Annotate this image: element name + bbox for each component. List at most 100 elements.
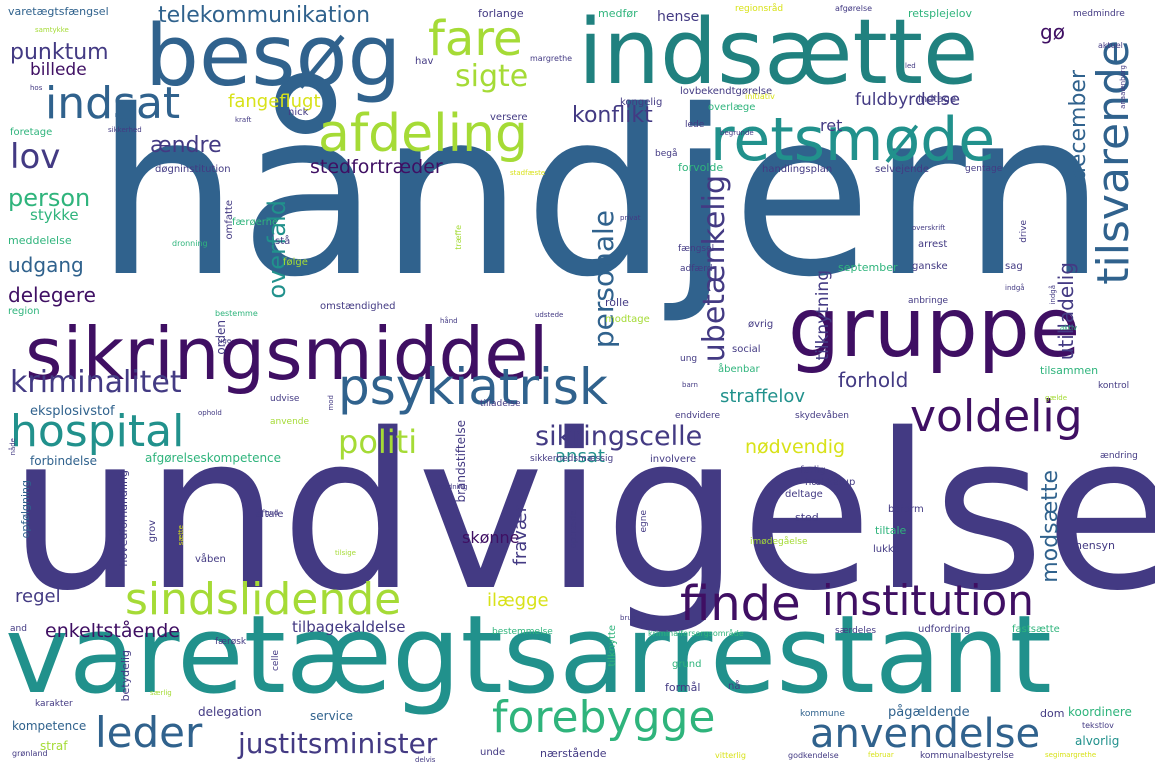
- word-finde: finde: [680, 576, 801, 632]
- word-indsat: indsat: [45, 78, 181, 129]
- word-arrest: arrest: [918, 239, 948, 250]
- word-service: service: [310, 709, 353, 723]
- word-initiativ: initiativ: [745, 92, 775, 101]
- word-overskrift: overskrift: [912, 224, 946, 232]
- word-tilsammen: tilsammen: [1040, 364, 1099, 377]
- word-anvendelse: anvendelse: [810, 711, 1041, 757]
- word-modtage: modtage: [605, 314, 650, 325]
- word-politi: politi: [338, 423, 418, 461]
- word-afgorelseskompetence: afgørelseskompetence: [145, 451, 282, 465]
- word-afdeling: afdeling: [318, 104, 529, 164]
- word-psykiatrisk: psykiatrisk: [338, 358, 608, 416]
- word-tilladelse: tilladelse: [480, 399, 521, 409]
- word-brug: brug: [620, 614, 637, 622]
- word-retsmode: retsmøde: [710, 105, 996, 175]
- word-adfaerd: adfærd: [680, 264, 713, 274]
- word-tilsige: tilsige: [335, 549, 356, 557]
- word-kontrol: kontrol: [1098, 381, 1130, 391]
- word-optraede: optræde: [569, 510, 579, 549]
- word-februar: februar: [868, 751, 894, 759]
- word-ganske: ganske: [912, 261, 948, 272]
- word-hense: hense: [657, 9, 700, 25]
- word-december: december: [1066, 70, 1091, 182]
- word-karakter: karakter: [35, 699, 73, 709]
- word-formaal: formål: [665, 681, 701, 694]
- word-tilsvarende: tilsvarende: [1088, 40, 1139, 285]
- word-forlange: forlange: [478, 7, 524, 20]
- word-haekkerup: hækkerup: [805, 477, 856, 488]
- word-regel: regel: [15, 586, 61, 607]
- word-boform: boform: [888, 504, 924, 515]
- word-margrethe: margrethe: [530, 54, 573, 63]
- word-haand: hånd: [440, 317, 458, 325]
- word-stadfaeste: stadfæste: [510, 169, 546, 177]
- word-fravaer: fravær: [510, 505, 531, 566]
- word-gud: gud: [265, 509, 279, 517]
- word-meddelelse: meddelelse: [8, 234, 72, 247]
- word-unde: unde: [480, 747, 506, 758]
- word-aendre: ændre: [150, 133, 222, 158]
- word-anordning: anordning: [432, 483, 468, 491]
- word-betydelig: betydelig: [119, 650, 132, 702]
- word-overlaege: overlæge: [708, 102, 756, 113]
- word-staa: stå: [275, 236, 291, 247]
- word-udgang: udgang: [8, 253, 84, 277]
- word-handlingsplan: handlingsplan: [762, 164, 833, 175]
- word-undvigelse: undvigelse: [8, 387, 1155, 638]
- word-sikkerhedsmaessig: sikkerhedsmæssig: [530, 454, 614, 464]
- word-lov: lov: [10, 137, 61, 177]
- word-opfolgning: opfølgning: [19, 480, 32, 539]
- word-samtykke: samtykke: [35, 26, 69, 34]
- word-ansat: ansat: [555, 446, 605, 467]
- word-leder: leder: [95, 708, 203, 757]
- word-rolle: rolle: [605, 296, 629, 309]
- word-celle: celle: [271, 650, 281, 672]
- word-nodvendig: nødvendig: [745, 436, 846, 458]
- word-aktuel: aktuel: [1098, 41, 1123, 50]
- word-skonne: skønne: [462, 528, 520, 547]
- word-bestemme: bestemme: [215, 309, 258, 318]
- word-imodegaaelse: imødegåelse: [750, 537, 808, 547]
- word-tekstlov: tekstlov: [1082, 721, 1114, 730]
- word-anbringe: anbringe: [908, 296, 949, 306]
- word-mod: mod: [327, 395, 335, 411]
- word-institution: institution: [822, 576, 1034, 625]
- word-omstaendighed: omstændighed: [320, 301, 396, 312]
- word-kommunalbestyrelse: kommunalbestyrelse: [920, 751, 1014, 761]
- word-voldelig: voldelig: [910, 391, 1083, 442]
- word-forbindelse: forbindelse: [30, 454, 98, 468]
- word-billede: billede: [30, 60, 87, 80]
- word-ophold: ophold: [198, 409, 222, 417]
- word-medfor: medfør: [598, 7, 638, 20]
- word-lovbekendtgorelse: lovbekendtgørelse: [680, 86, 773, 97]
- word-delegere: delegere: [8, 283, 96, 307]
- word-tilknytte: tilknytte: [607, 625, 618, 667]
- word-saerlig: særlig: [150, 689, 172, 697]
- word-kriminalforsorgsomraade: kriminalforsorgsområde: [648, 629, 744, 638]
- word-anaaienborg: anaaienborg: [1119, 65, 1127, 109]
- word-delvis: delvis: [415, 756, 436, 764]
- word-uge: uge: [218, 337, 232, 345]
- word-alvorlig: alvorlig: [1075, 734, 1120, 748]
- word-gronland: grønland: [12, 749, 48, 758]
- word-saette: sætte: [177, 525, 185, 546]
- word-punktum: punktum: [10, 40, 109, 65]
- word-indgaa-v: indgå: [1049, 285, 1057, 305]
- word-drive: drive: [1019, 220, 1029, 243]
- word-ung: ung: [680, 354, 698, 364]
- word-hav: hav: [415, 56, 434, 67]
- word-go: gø: [1040, 20, 1065, 44]
- word-brandstiftelse: brandstiftelse: [454, 420, 468, 503]
- word-naede: nåde: [9, 438, 17, 456]
- word-saerdeles: særdeles: [835, 626, 877, 636]
- word-sigte: sigte: [455, 59, 529, 94]
- word-telekommunikation: telekommunikation: [158, 3, 371, 28]
- word-sikkerhedsaftale: aftale: [255, 509, 284, 520]
- word-indsaette: indsætte: [578, 0, 979, 105]
- word-faengsel: fængsel: [678, 244, 715, 254]
- word-versere: versere: [490, 112, 528, 123]
- word-regionsraad: regionsråd: [735, 4, 784, 14]
- word-omfatte: omfatte: [224, 200, 235, 240]
- word-kriminalitet: kriminalitet: [10, 365, 182, 400]
- word-orden: orden: [214, 320, 228, 355]
